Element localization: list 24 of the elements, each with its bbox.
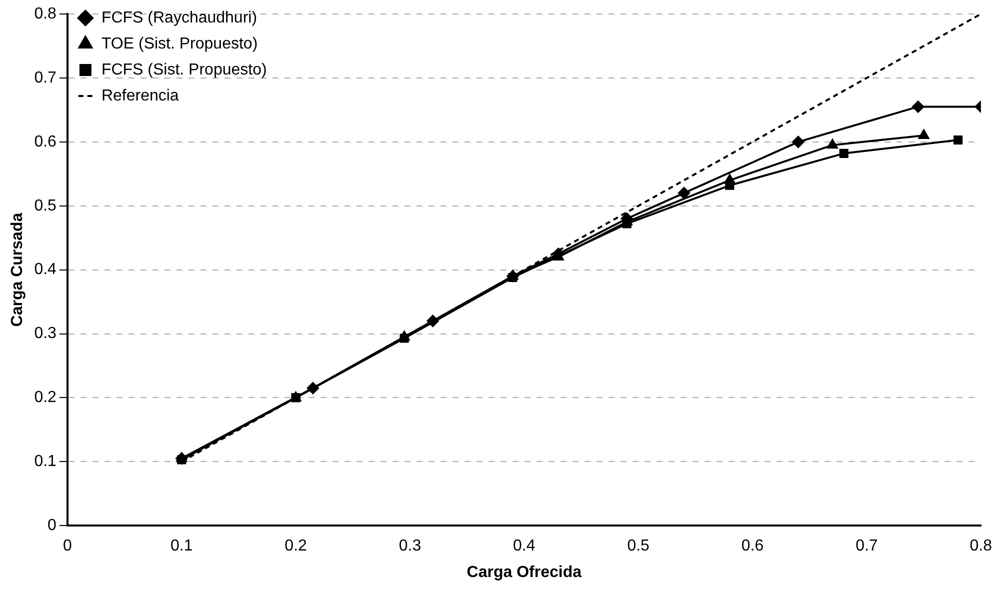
- y-tick-label: 0.1: [34, 453, 57, 470]
- y-tick-label: 0.8: [34, 5, 57, 22]
- legend-label: TOE (Sist. Propuesto): [101, 35, 258, 52]
- y-tick-label: 0.2: [34, 389, 57, 406]
- x-tick-label: 0: [62, 538, 72, 555]
- x-tick-label: 0.6: [741, 538, 764, 555]
- y-tick-label: 0.3: [34, 325, 57, 342]
- y-tick-label: 0.5: [34, 197, 57, 214]
- legend-label: FCFS (Raychaudhuri): [101, 9, 258, 26]
- y-tick-label: 0.4: [34, 261, 57, 278]
- legend-label: Referencia: [101, 87, 179, 104]
- x-tick-label: 0.7: [856, 538, 878, 555]
- y-tick-label: 0.7: [34, 69, 57, 86]
- x-tick-label: 0.1: [170, 538, 193, 555]
- y-tick-label: 0: [48, 517, 57, 534]
- y-axis-title: Carga Cursada: [9, 212, 26, 327]
- x-tick-label: 0.8: [970, 538, 992, 555]
- legend-label: FCFS (Sist. Propuesto): [101, 61, 267, 78]
- x-tick-label: 0.3: [398, 538, 422, 555]
- x-tick-label: 0.2: [284, 538, 308, 555]
- x-tick-label: 0.4: [513, 538, 536, 555]
- y-tick-label: 0.6: [34, 133, 57, 150]
- x-axis-title: Carga Ofrecida: [466, 564, 582, 581]
- x-tick-label: 0.5: [627, 538, 650, 555]
